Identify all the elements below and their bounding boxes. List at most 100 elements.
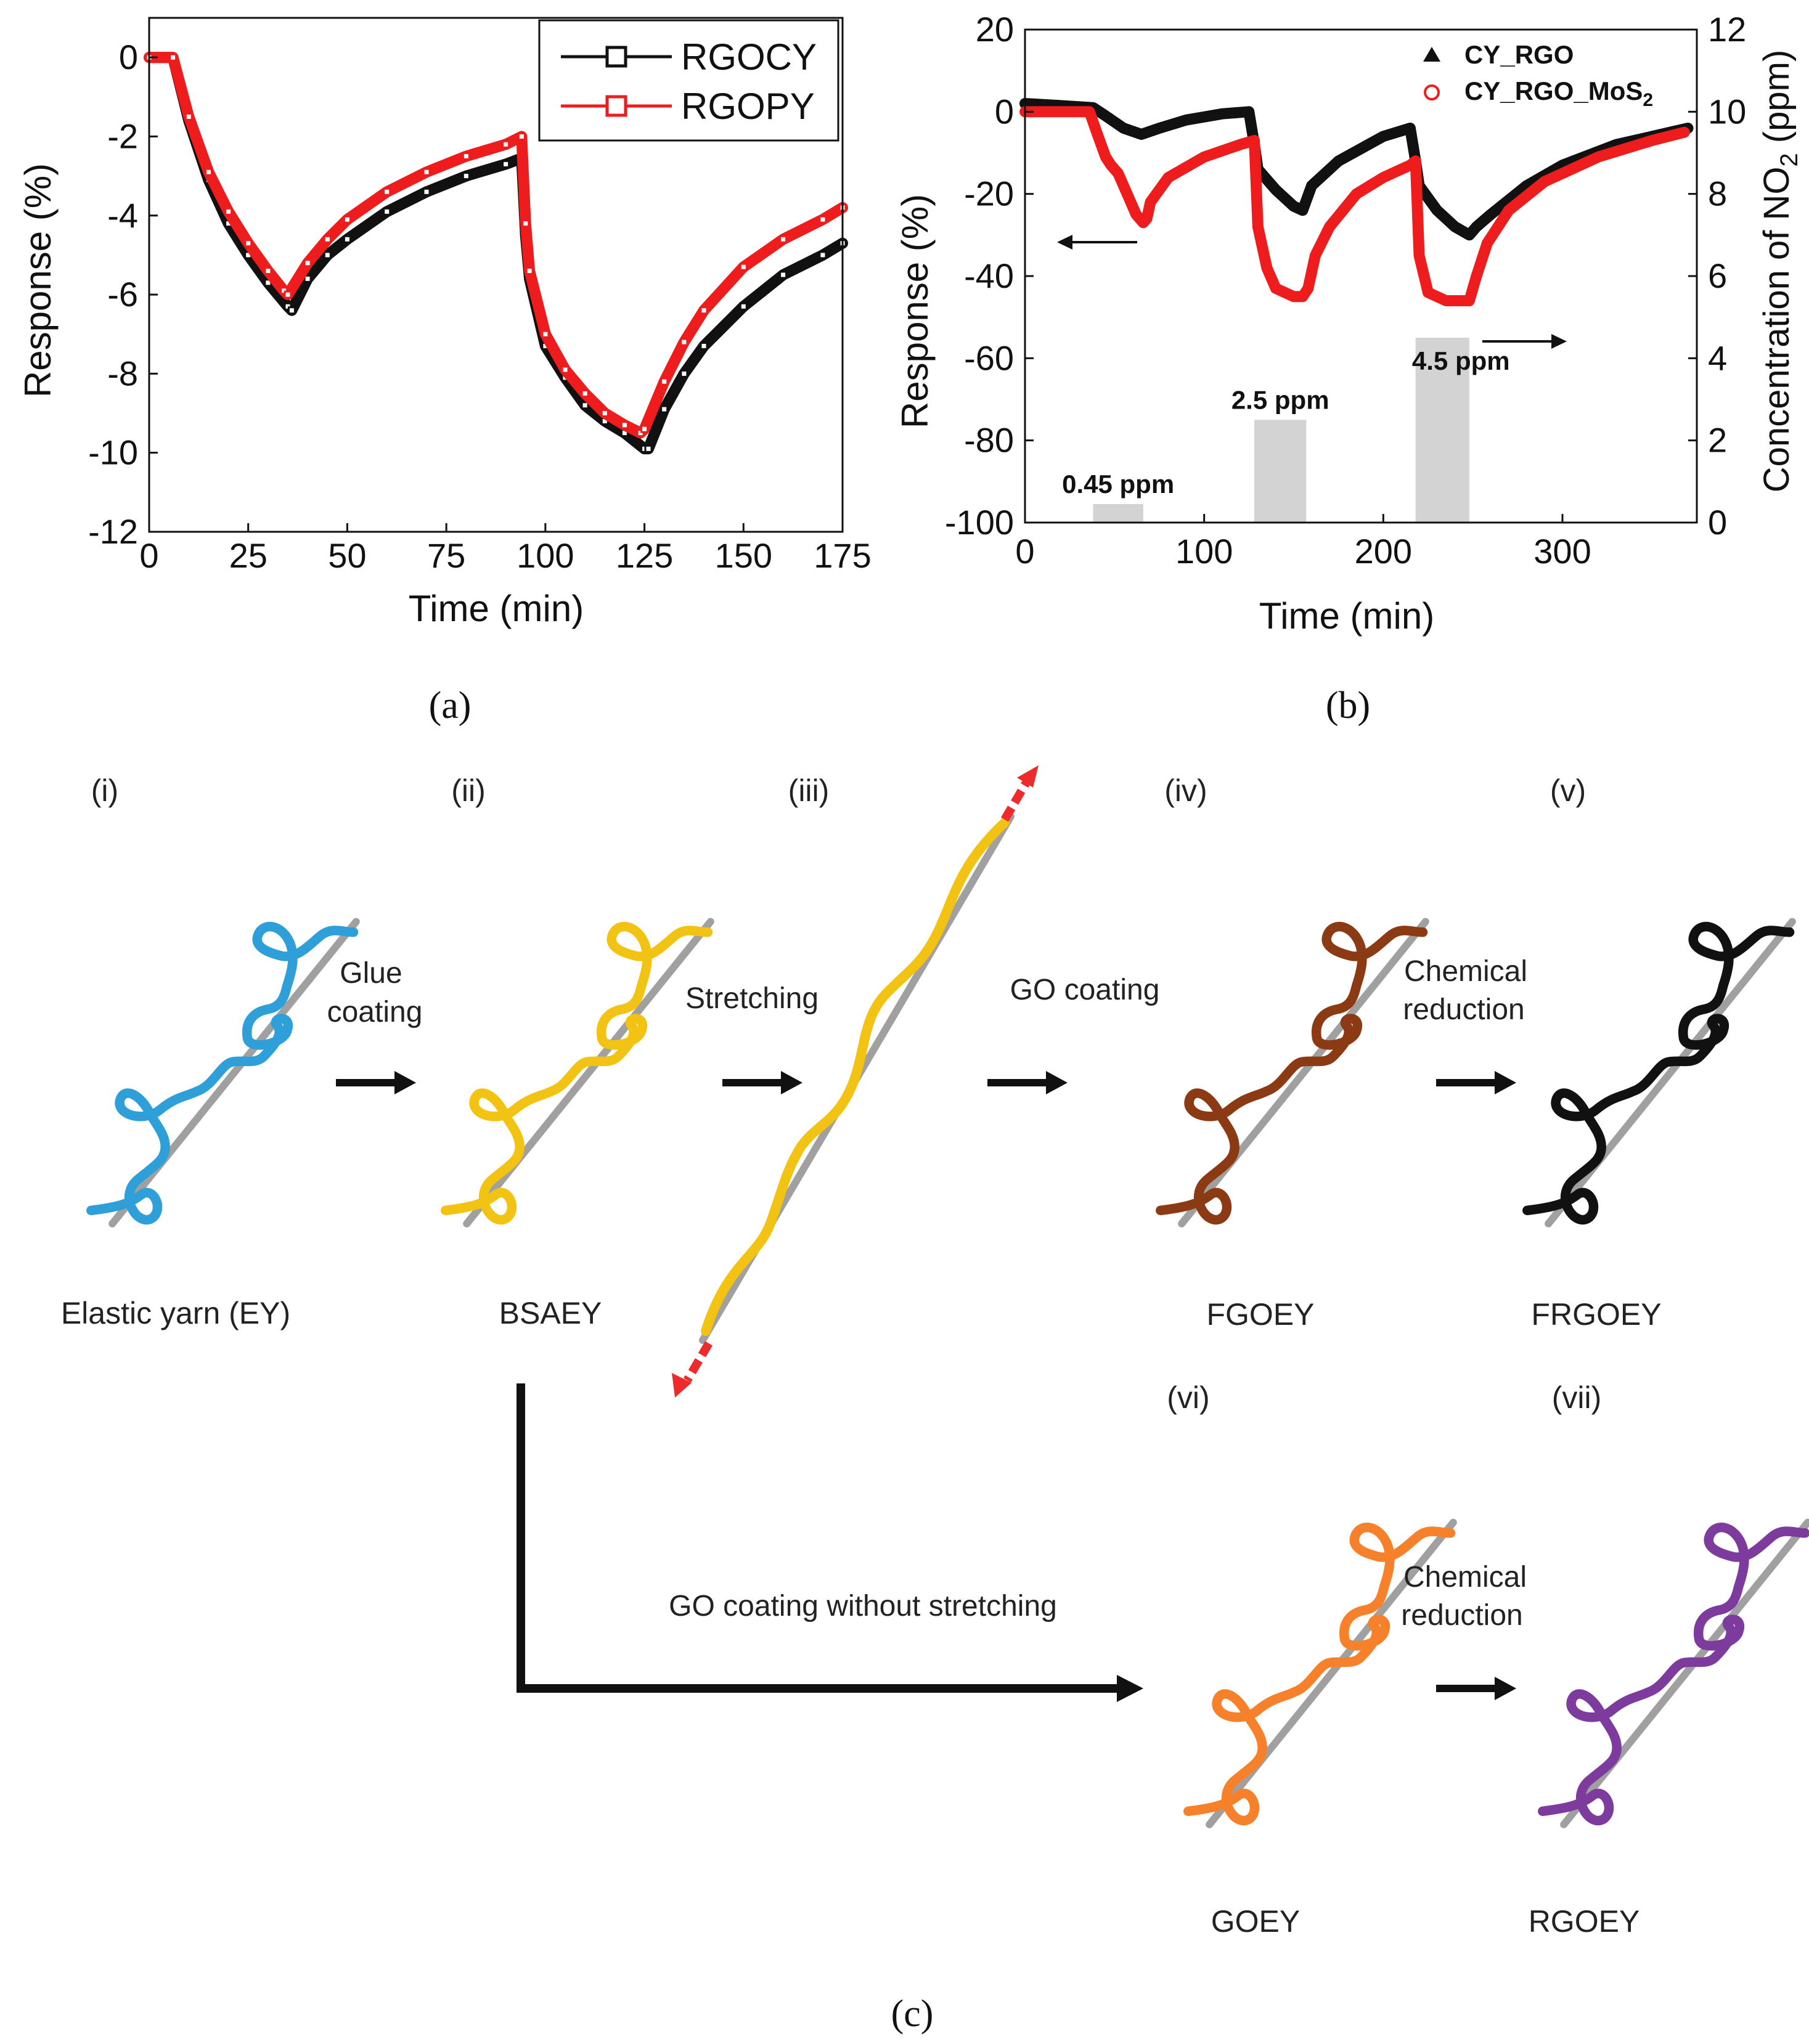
y-tick-label: -40	[964, 256, 1014, 295]
action-stretching: Stretching	[685, 982, 819, 1015]
x-tick-label: 0	[1015, 532, 1034, 571]
data-point-rgocy	[581, 401, 589, 410]
data-point-rgopy	[521, 219, 530, 228]
data-point-rgocy	[422, 187, 431, 196]
data-point-rgopy	[184, 112, 193, 121]
data-point-rgopy	[660, 377, 669, 386]
data-point-cy-rgo	[1406, 124, 1414, 131]
process-diagram: (i) (ii) (iii) (iv) (v) (vi) (vii) Elast…	[61, 765, 1808, 2035]
chart-a-legend-box	[538, 19, 839, 142]
data-point-rgopy	[640, 425, 649, 433]
frgoey-yarn-icon	[1527, 922, 1792, 1224]
caption-a: (a)	[429, 685, 472, 727]
legend-cy-rgo-label: CY_RGO	[1464, 40, 1574, 69]
action-chemical-reduction-1b: reduction	[1403, 993, 1524, 1026]
chart-b-y2label: Concentration of NO2 (ppm)	[1757, 50, 1803, 493]
chart-a-ylabel: Response (%)	[17, 163, 59, 397]
data-point-rgopy	[204, 168, 213, 176]
stretched-yarn-icon	[672, 765, 1039, 1398]
action-chemical-reduction-2a: Chemical	[1403, 1561, 1527, 1594]
data-point-rgopy	[383, 187, 391, 196]
data-point-cy-rgo	[1472, 222, 1480, 230]
data-point-cy-rgo-mos2	[1298, 291, 1308, 301]
data-point-cy-rgo-mos2	[1647, 136, 1657, 145]
x-tick-label: 300	[1533, 532, 1591, 571]
stretch-arrow-bottom-head	[672, 1373, 692, 1398]
y-tick-label: -6	[107, 275, 138, 314]
step-v-label: (v)	[1550, 773, 1586, 808]
series-line-cy-rgo-mos2	[1019, 106, 1690, 306]
data-point-rgopy	[343, 215, 351, 224]
step-ii-label: (ii)	[451, 773, 486, 808]
data-point-cy-rgo-mos2	[1085, 107, 1095, 116]
stretch-arrow-top-head	[1017, 765, 1039, 788]
x-tick-label: 25	[229, 536, 267, 575]
data-point-rgocy	[323, 251, 332, 259]
data-point-rgopy	[303, 259, 312, 267]
data-point-rgopy	[541, 330, 550, 338]
legend-rgopy-label: RGOPY	[681, 86, 815, 127]
data-point-rgopy	[169, 53, 178, 62]
data-point-rgopy	[224, 207, 233, 216]
x-tick-label: 150	[715, 536, 772, 575]
data-point-cy-rgo	[1559, 161, 1566, 168]
data-point-rgopy	[561, 365, 570, 374]
data-point-cy-rgo-mos2	[1411, 156, 1421, 166]
y-tick-label: -2	[107, 116, 138, 155]
name-fgoey: FGOEY	[1206, 1297, 1314, 1332]
data-point-cy-rgo-mos2	[1680, 128, 1689, 137]
data-point-rgopy	[284, 290, 292, 299]
data-point-cy-rgo-mos2	[1271, 283, 1281, 293]
data-point-rgocy	[287, 306, 296, 315]
data-point-cy-rgo	[1522, 181, 1530, 189]
data-point-rgocy	[383, 207, 391, 216]
y-tick-label: -60	[964, 338, 1014, 377]
data-point-rgopy	[525, 267, 534, 275]
data-point-cy-rgo-mos2	[1253, 222, 1263, 232]
action-glue-coating-2: coating	[327, 996, 423, 1028]
data-point-rgocy	[660, 405, 669, 413]
y2-tick-label: 6	[1708, 256, 1727, 295]
data-point-rgopy	[779, 235, 788, 243]
data-point-cy-rgo-mos2	[1092, 128, 1101, 137]
data-point-cy-rgo	[1119, 124, 1127, 131]
data-point-cy-rgo	[1465, 230, 1473, 238]
data-point-cy-rgo-mos2	[1289, 291, 1299, 301]
data-point-cy-rgo	[1308, 181, 1316, 189]
y2-tick-label: 2	[1708, 421, 1727, 460]
data-point-cy-rgo	[1299, 206, 1307, 214]
arrow-go-coating-without-stretching-head	[1117, 1675, 1143, 1702]
y-tick-label: -20	[964, 174, 1014, 213]
concentration-label: 4.5 ppm	[1412, 346, 1510, 375]
data-point-cy-rgo	[1334, 157, 1342, 165]
data-point-cy-rgo	[1272, 185, 1280, 193]
legend-cy-rgo-mos2-label: CY_RGO_MoS2	[1464, 76, 1653, 110]
legend-cy-rgo-mos2-marker	[1424, 84, 1440, 100]
data-point-cy-rgo-mos2	[1593, 152, 1603, 162]
caption-c: (c)	[891, 1993, 934, 2035]
x-tick-label: 100	[1175, 532, 1233, 571]
chart-a-frame	[148, 17, 844, 533]
data-point-rgopy	[517, 132, 526, 140]
x-tick-label: 125	[616, 536, 673, 575]
y-tick-label: -12	[88, 512, 138, 551]
chart-a-xlabel: Time (min)	[409, 588, 584, 629]
y-tick-label: 0	[995, 92, 1014, 131]
data-point-rgocy	[680, 369, 688, 378]
data-point-cy-rgo-mos2	[1441, 296, 1451, 306]
elastic-yarn-icon	[91, 922, 356, 1224]
chart-b-xlabel: Time (min)	[1259, 595, 1434, 637]
data-point-cy-rgo	[1182, 115, 1190, 123]
bsaey-yarn-icon	[446, 922, 711, 1224]
y-tick-label: -4	[107, 196, 138, 235]
data-point-rgopy	[244, 239, 253, 248]
data-point-cy-rgo-mos2	[1262, 263, 1272, 273]
stretch-arrow-bottom	[683, 1341, 713, 1383]
data-point-cy-rgo	[1487, 210, 1495, 218]
data-point-cy-rgo	[1433, 206, 1441, 214]
x-tick-label: 175	[814, 536, 871, 575]
data-point-cy-rgo	[1245, 107, 1253, 115]
step-i-label: (i)	[91, 773, 118, 808]
arrow-chemical-reduction-1-head	[1495, 1071, 1516, 1094]
